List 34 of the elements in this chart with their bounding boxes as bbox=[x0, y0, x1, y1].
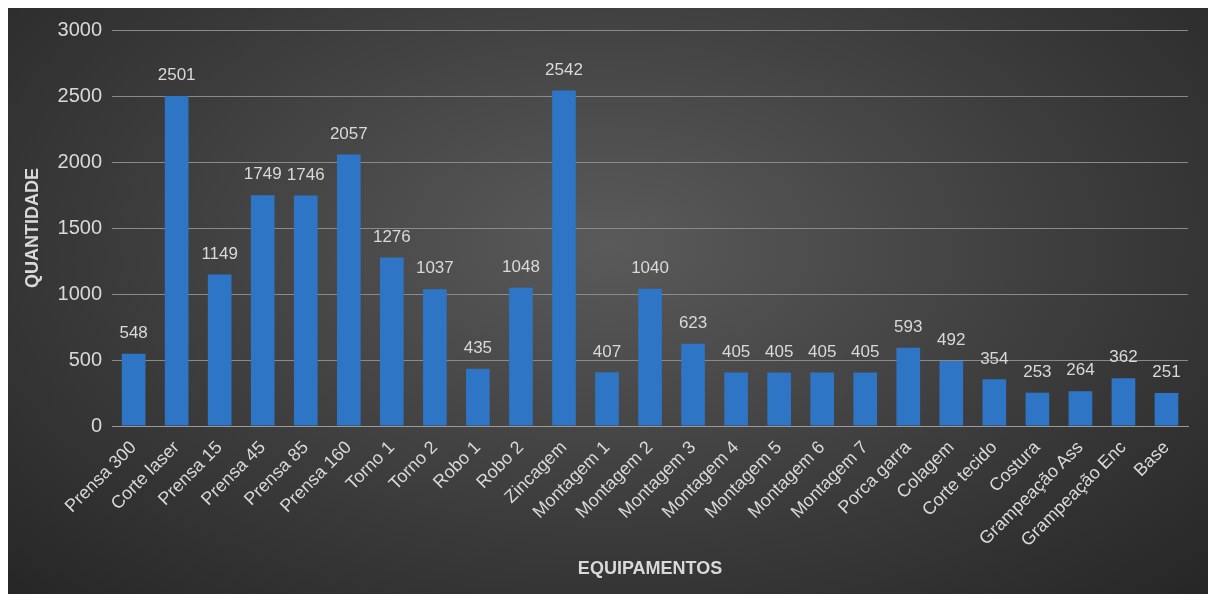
data-label: 1276 bbox=[372, 226, 411, 246]
y-tick-label: 1500 bbox=[57, 215, 103, 238]
y-tick-label: 500 bbox=[68, 347, 103, 370]
data-label: 1149 bbox=[201, 243, 238, 263]
data-label: 407 bbox=[592, 341, 622, 361]
data-label: 354 bbox=[980, 348, 1009, 368]
data-label: 2057 bbox=[329, 123, 368, 143]
data-label: 1037 bbox=[415, 258, 454, 278]
y-axis-title: QUANTIDADE bbox=[21, 168, 42, 289]
data-label: 623 bbox=[678, 313, 708, 333]
y-tick-label: 3000 bbox=[57, 17, 103, 40]
data-label: 264 bbox=[1066, 360, 1095, 380]
data-label: 1749 bbox=[243, 164, 282, 184]
data-label: 2501 bbox=[157, 65, 196, 85]
data-label: 1746 bbox=[286, 164, 325, 184]
data-label: 593 bbox=[894, 316, 923, 336]
x-axis-title: EQUIPAMENTOS bbox=[577, 558, 723, 579]
y-tick-label: 2500 bbox=[57, 83, 103, 106]
y-tick-label: 2000 bbox=[57, 149, 103, 172]
data-label: 362 bbox=[1109, 347, 1138, 367]
data-label: 405 bbox=[721, 341, 751, 361]
data-label: 405 bbox=[764, 341, 794, 361]
data-label: 2542 bbox=[545, 59, 583, 79]
data-label: 1048 bbox=[502, 256, 540, 276]
data-label: 548 bbox=[119, 322, 148, 342]
data-label: 405 bbox=[851, 341, 880, 361]
data-label: 435 bbox=[463, 337, 493, 357]
data-label: 492 bbox=[937, 330, 966, 350]
data-label: 405 bbox=[808, 341, 837, 361]
data-label: 253 bbox=[1023, 361, 1052, 381]
y-tick-label: 1000 bbox=[57, 281, 103, 304]
y-tick-label: 0 bbox=[90, 413, 103, 436]
data-label: 1040 bbox=[631, 257, 669, 277]
data-label: 251 bbox=[1152, 362, 1181, 382]
